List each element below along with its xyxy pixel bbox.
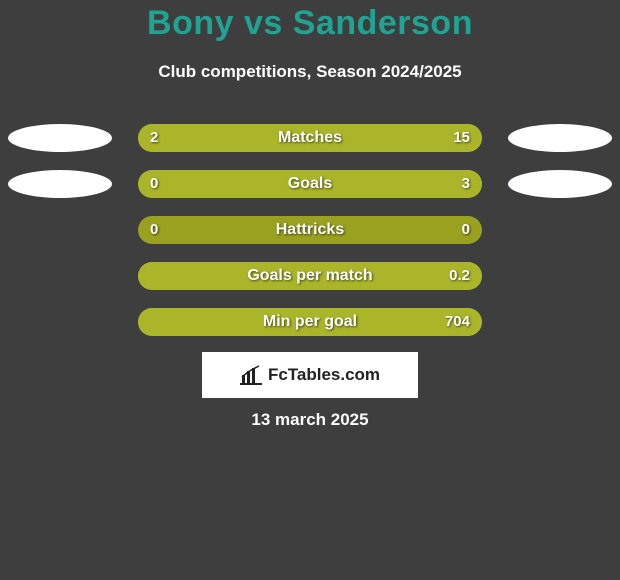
stat-bar: Hattricks0 0 [138, 216, 482, 244]
stat-row: Min per goal704 [0, 299, 620, 345]
stat-value-right: 3 [462, 170, 470, 198]
stat-label: Goals [138, 170, 482, 198]
stat-row: Goals0 3 [0, 161, 620, 207]
bar-chart-icon [240, 365, 262, 385]
stat-row: Hattricks0 0 [0, 207, 620, 253]
stat-label: Matches [138, 124, 482, 152]
stat-bar: Goals per match0.2 [138, 262, 482, 290]
team-oval-right [508, 124, 612, 152]
stat-row: Matches2 15 [0, 115, 620, 161]
subtitle: Club competitions, Season 2024/2025 [0, 62, 620, 82]
stat-bar: Min per goal704 [138, 308, 482, 336]
comparison-infographic: Bony vs Sanderson Club competitions, Sea… [0, 0, 620, 580]
stat-label: Min per goal [138, 308, 482, 336]
stat-value-right: 0.2 [449, 262, 470, 290]
stat-bar: Matches2 15 [138, 124, 482, 152]
stat-value-right: 15 [453, 124, 470, 152]
stat-value-left: 0 [150, 216, 158, 244]
page-title: Bony vs Sanderson [0, 4, 620, 43]
title-player2: Sanderson [293, 4, 473, 42]
logo-box: FcTables.com [202, 352, 418, 398]
logo-text: FcTables.com [268, 365, 380, 385]
title-vs: vs [244, 4, 283, 42]
team-oval-right [508, 170, 612, 198]
stat-bar: Goals0 3 [138, 170, 482, 198]
stat-value-right: 0 [462, 216, 470, 244]
stat-label: Goals per match [138, 262, 482, 290]
team-oval-left [8, 124, 112, 152]
stat-row: Goals per match0.2 [0, 253, 620, 299]
title-player1: Bony [147, 4, 234, 42]
stat-value-right: 704 [445, 308, 470, 336]
date: 13 march 2025 [0, 410, 620, 430]
team-oval-left [8, 170, 112, 198]
stat-value-left: 2 [150, 124, 158, 152]
stat-label: Hattricks [138, 216, 482, 244]
stat-value-left: 0 [150, 170, 158, 198]
stat-rows: Matches215Goals03Hattricks00Goals per ma… [0, 115, 620, 345]
